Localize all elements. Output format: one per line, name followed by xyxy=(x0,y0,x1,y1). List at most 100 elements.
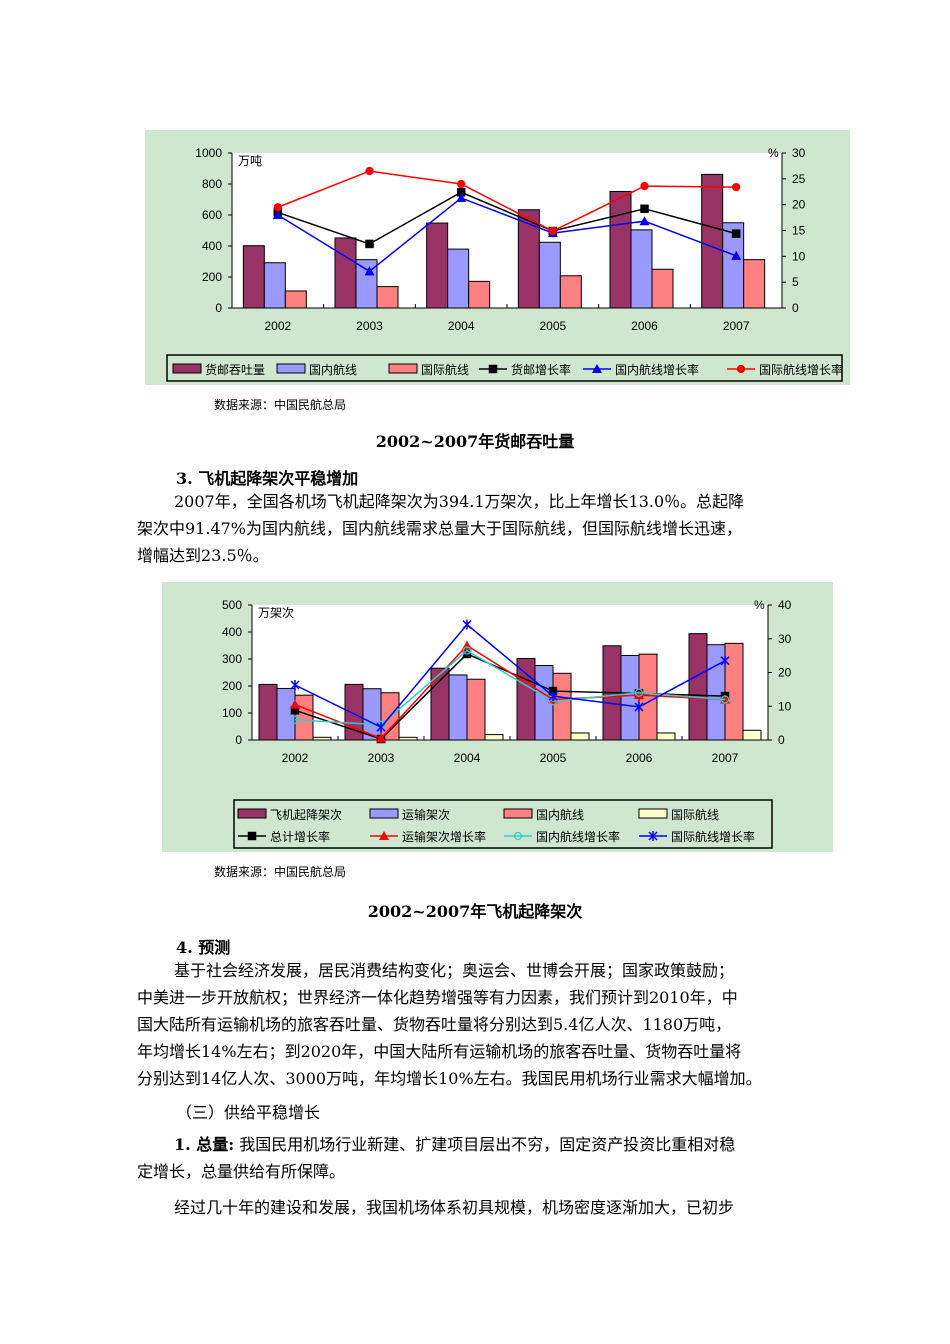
bar xyxy=(609,190,632,309)
legend-label: 国内航线 xyxy=(536,807,584,822)
bar xyxy=(466,678,486,741)
legend-item: 国内航线 xyxy=(503,807,584,822)
legend-item: 国内航线增长率 xyxy=(583,362,699,377)
data-point-marker xyxy=(640,204,649,214)
data-point-marker xyxy=(731,229,741,238)
bar xyxy=(651,268,674,309)
x-tick-label: 2006 xyxy=(631,319,658,333)
left-unit-label: 万吨 xyxy=(238,154,262,168)
left-unit-label: 万架次 xyxy=(258,606,294,620)
section4-line: 中美进一步开放航权；世界经济一体化趋势增强等有力因素，我们预计到2010年，中 xyxy=(137,988,738,1007)
bar xyxy=(701,173,724,309)
legend-label: 国内航线 xyxy=(309,362,357,377)
bar xyxy=(258,683,278,741)
y-tick-label: 0 xyxy=(235,733,242,747)
legend-marker xyxy=(736,364,746,374)
legend-item: 货邮吞吐量 xyxy=(172,362,265,377)
x-tick-label: 2005 xyxy=(539,319,566,333)
chart2-source: 数据来源：中国民航总局 xyxy=(214,865,347,879)
legend-label: 运输架次增长率 xyxy=(402,829,486,844)
y2-tick-label: 10 xyxy=(792,249,806,263)
x-tick-label: 2003 xyxy=(356,319,383,333)
y-tick-label: 800 xyxy=(202,177,222,191)
legend-label: 国际航线增长率 xyxy=(671,829,755,844)
data-point-marker xyxy=(634,690,644,700)
legend-marker xyxy=(513,831,523,841)
bar xyxy=(742,729,762,741)
data-point-marker xyxy=(462,640,472,650)
bar xyxy=(743,259,766,309)
data-point-marker xyxy=(290,679,300,690)
series-line xyxy=(294,649,726,726)
supply-paragraph2: 经过几十年的建设和发展，我国机场体系初具规模，机场密度逐渐加大，已初步 xyxy=(137,1194,867,1221)
right-unit-label: % xyxy=(754,598,765,612)
data-point-marker xyxy=(290,699,300,709)
y2-tick-label: 5 xyxy=(792,275,799,289)
chart1-caption: 2002~2007年货邮吞吐量 xyxy=(375,432,575,451)
bar xyxy=(538,241,561,309)
legend-item: 国际航线增长率 xyxy=(727,362,843,377)
data-point-marker xyxy=(720,655,730,666)
bar xyxy=(376,286,399,309)
legend-marker xyxy=(592,364,602,373)
section4-line: 基于社会经济发展，居民消费结构变化；奥运会、世博会开展；国家政策鼓励； xyxy=(174,961,735,980)
bar xyxy=(559,275,582,309)
legend-item: 总计增长率 xyxy=(238,829,330,844)
section3-heading: 3. 飞机起降架次平稳增加 xyxy=(176,469,359,488)
x-tick-label: 2004 xyxy=(448,319,475,333)
legend-label: 飞机起降架次 xyxy=(270,808,342,822)
aircraft-movements-chart-svg: 0 100 200 300 400 500 0 10 20 30 40 2002 2003 2004 200… xyxy=(222,598,792,849)
legend-label: 国际航线增长率 xyxy=(759,362,843,377)
series-line xyxy=(294,644,726,740)
bar xyxy=(242,245,265,309)
bar xyxy=(448,674,468,741)
y-tick-label: 400 xyxy=(202,239,222,253)
y2-tick-label: 15 xyxy=(792,224,806,238)
supply-item1: 1. 总量: 我国民用机场行业新建、扩建项目层出不穷，固定资产投资比重相对稳 定… xyxy=(137,1131,867,1185)
section4-heading: 4. 预测 xyxy=(176,938,231,957)
legend-item: 国际航线增长率 xyxy=(639,829,755,844)
supply-paragraph2-line: 经过几十年的建设和发展，我国机场体系初具规模，机场密度逐渐加大，已初步 xyxy=(174,1198,735,1217)
data-point-marker xyxy=(365,166,374,176)
legend-label: 国内航线增长率 xyxy=(536,829,620,844)
y-tick-label: 1000 xyxy=(195,146,222,160)
chart1-source: 数据来源：中国民航总局 xyxy=(214,398,347,412)
supply-item1-text: 我国民用机场行业新建、扩建项目层出不穷，固定资产投资比重相对稳 xyxy=(234,1135,736,1154)
y2-tick-label: 20 xyxy=(792,198,806,212)
y-tick-label: 500 xyxy=(222,598,242,612)
y2-tick-label: 25 xyxy=(792,172,806,186)
legend-marker xyxy=(379,831,389,840)
data-point-marker xyxy=(732,182,741,192)
legend-item: 国际航线 xyxy=(388,362,469,377)
legend xyxy=(166,354,843,382)
y-tick-label: 400 xyxy=(222,625,242,639)
y-tick-label: 200 xyxy=(202,270,222,284)
legend xyxy=(233,799,773,849)
legend-label: 货邮吞吐量 xyxy=(205,362,265,377)
series-line xyxy=(277,197,737,273)
data-point-marker xyxy=(720,695,730,704)
data-point-marker xyxy=(376,733,386,743)
legend-item: 国际航线 xyxy=(638,807,719,822)
bar xyxy=(516,657,536,741)
data-point-marker xyxy=(290,715,300,724)
y-tick-label: 100 xyxy=(222,706,242,720)
aircraft-movements-chart: 0 100 200 300 400 500 0 10 20 30 40 2002 2003 2004 200… xyxy=(162,582,833,852)
y-tick-label: 300 xyxy=(222,652,242,666)
supply-item1-label: 1. 总量: xyxy=(174,1135,235,1154)
bar xyxy=(263,262,286,309)
legend-marker xyxy=(488,364,498,374)
section4-line: 年均增长14%左右；到2020年，中国大陆所有运输机场的旅客吞吐量、货物吞吐量将 xyxy=(137,1042,742,1061)
x-tick-label: 2004 xyxy=(454,751,481,765)
supply-heading: （三）供给平稳增长 xyxy=(176,1103,321,1122)
x-tick-label: 2002 xyxy=(282,751,309,765)
x-tick-label: 2007 xyxy=(712,751,739,765)
legend-label: 总计增长率 xyxy=(270,829,330,844)
y2-tick-label: 30 xyxy=(792,146,806,160)
section4-paragraph: 基于社会经济发展，居民消费结构变化；奥运会、世博会开展；国家政策鼓励； 中美进一… xyxy=(137,957,867,1092)
x-tick-label: 2005 xyxy=(540,751,567,765)
cargo-throughput-chart-svg: 0 200 400 600 800 1000 0 5 10 15 20 25 30 2002 2003 200… xyxy=(166,146,843,382)
section4-line: 国大陆所有运输机场的旅客吞吐量、货物吞吐量将分别达到5.4亿人次、1180万吨， xyxy=(137,1015,732,1034)
cargo-throughput-chart: 0 200 400 600 800 1000 0 5 10 15 20 25 30 2002 2003 200… xyxy=(145,130,850,385)
legend-label: 国内航线增长率 xyxy=(615,362,699,377)
